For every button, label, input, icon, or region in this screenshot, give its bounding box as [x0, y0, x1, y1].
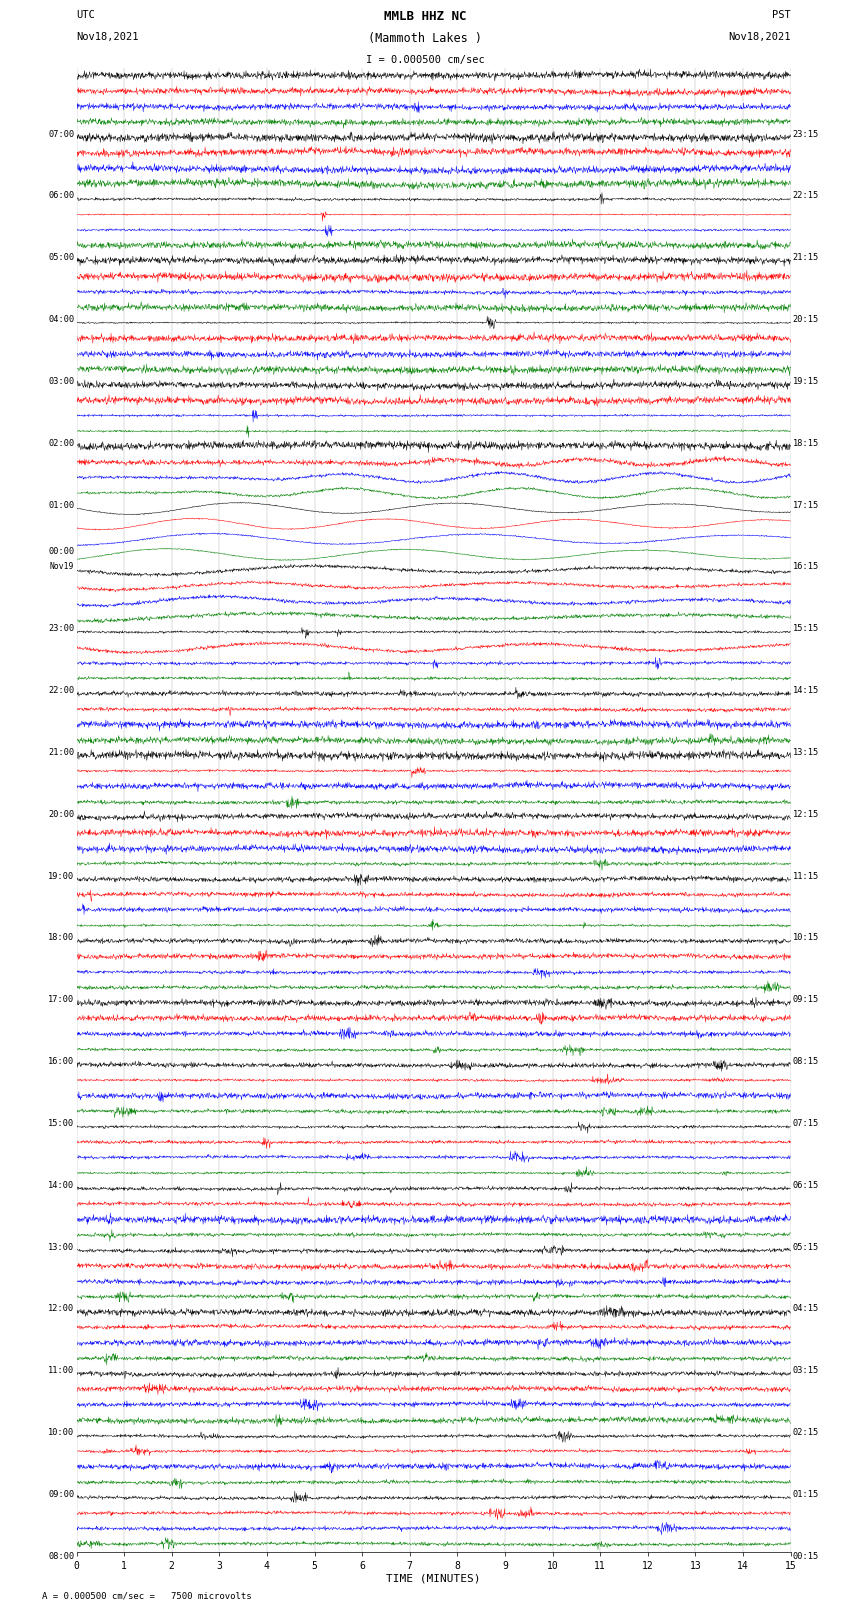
Text: 01:00: 01:00	[48, 500, 74, 510]
Text: 23:00: 23:00	[48, 624, 74, 634]
Text: 03:15: 03:15	[793, 1366, 819, 1376]
Text: 08:15: 08:15	[793, 1057, 819, 1066]
Text: 22:15: 22:15	[793, 192, 819, 200]
Text: 15:15: 15:15	[793, 624, 819, 634]
Text: 11:15: 11:15	[793, 871, 819, 881]
Text: 04:15: 04:15	[793, 1305, 819, 1313]
Text: 15:00: 15:00	[48, 1119, 74, 1127]
Text: 06:15: 06:15	[793, 1181, 819, 1190]
Text: 20:15: 20:15	[793, 315, 819, 324]
Text: 17:15: 17:15	[793, 500, 819, 510]
Text: MMLB HHZ NC: MMLB HHZ NC	[383, 10, 467, 23]
X-axis label: TIME (MINUTES): TIME (MINUTES)	[386, 1574, 481, 1584]
Text: I = 0.000500 cm/sec: I = 0.000500 cm/sec	[366, 55, 484, 65]
Text: 21:15: 21:15	[793, 253, 819, 263]
Text: 02:00: 02:00	[48, 439, 74, 448]
Text: Nov18,2021: Nov18,2021	[76, 32, 139, 42]
Text: UTC: UTC	[76, 10, 95, 19]
Text: 08:00: 08:00	[48, 1552, 74, 1561]
Text: 19:15: 19:15	[793, 377, 819, 386]
Text: 01:15: 01:15	[793, 1490, 819, 1498]
Text: 18:00: 18:00	[48, 934, 74, 942]
Text: 14:15: 14:15	[793, 686, 819, 695]
Text: 13:00: 13:00	[48, 1242, 74, 1252]
Text: 21:00: 21:00	[48, 748, 74, 756]
Text: 05:15: 05:15	[793, 1242, 819, 1252]
Text: 06:00: 06:00	[48, 192, 74, 200]
Text: PST: PST	[772, 10, 791, 19]
Text: 20:00: 20:00	[48, 810, 74, 819]
Text: 11:00: 11:00	[48, 1366, 74, 1376]
Text: 12:00: 12:00	[48, 1305, 74, 1313]
Text: Nov18,2021: Nov18,2021	[728, 32, 791, 42]
Text: 10:15: 10:15	[793, 934, 819, 942]
Text: 02:15: 02:15	[793, 1428, 819, 1437]
Text: 09:15: 09:15	[793, 995, 819, 1005]
Text: 09:00: 09:00	[48, 1490, 74, 1498]
Text: (Mammoth Lakes ): (Mammoth Lakes )	[368, 32, 482, 45]
Text: 07:15: 07:15	[793, 1119, 819, 1127]
Text: 17:00: 17:00	[48, 995, 74, 1005]
Text: 05:00: 05:00	[48, 253, 74, 263]
Text: Nov19: Nov19	[50, 563, 74, 571]
Text: A = 0.000500 cm/sec =   7500 microvolts: A = 0.000500 cm/sec = 7500 microvolts	[42, 1590, 252, 1600]
Text: 04:00: 04:00	[48, 315, 74, 324]
Text: 13:15: 13:15	[793, 748, 819, 756]
Text: 12:15: 12:15	[793, 810, 819, 819]
Text: 03:00: 03:00	[48, 377, 74, 386]
Text: 00:15: 00:15	[793, 1552, 819, 1561]
Text: 18:15: 18:15	[793, 439, 819, 448]
Text: 16:00: 16:00	[48, 1057, 74, 1066]
Text: 23:15: 23:15	[793, 129, 819, 139]
Text: 00:00: 00:00	[48, 547, 74, 556]
Text: 14:00: 14:00	[48, 1181, 74, 1190]
Text: 16:15: 16:15	[793, 563, 819, 571]
Text: 22:00: 22:00	[48, 686, 74, 695]
Text: 07:00: 07:00	[48, 129, 74, 139]
Text: 19:00: 19:00	[48, 871, 74, 881]
Text: 10:00: 10:00	[48, 1428, 74, 1437]
